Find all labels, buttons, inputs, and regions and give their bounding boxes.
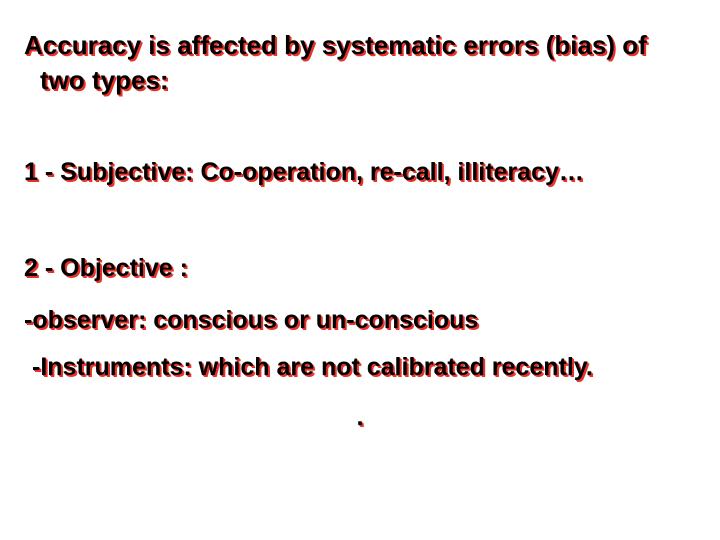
- spacer-4: [24, 337, 696, 351]
- spacer-5: [24, 385, 696, 403]
- item-2-heading: 2 - Objective :: [24, 252, 696, 286]
- trailing-dot: .: [24, 403, 696, 432]
- item-2-sub-2: -Instruments: which are not calibrated r…: [24, 351, 696, 385]
- heading-line-1: Accuracy is affected by systematic error…: [24, 28, 696, 63]
- item-1-subjective: 1 - Subjective: Co-operation, re-call, i…: [24, 156, 696, 190]
- spacer-3: [24, 286, 696, 304]
- item-2-sub-1: -observer: conscious or un-conscious: [24, 304, 696, 338]
- heading-line-2: two types:: [24, 63, 696, 98]
- slide: Accuracy is affected by systematic error…: [0, 0, 720, 540]
- spacer-1: [24, 98, 696, 156]
- spacer-2: [24, 190, 696, 252]
